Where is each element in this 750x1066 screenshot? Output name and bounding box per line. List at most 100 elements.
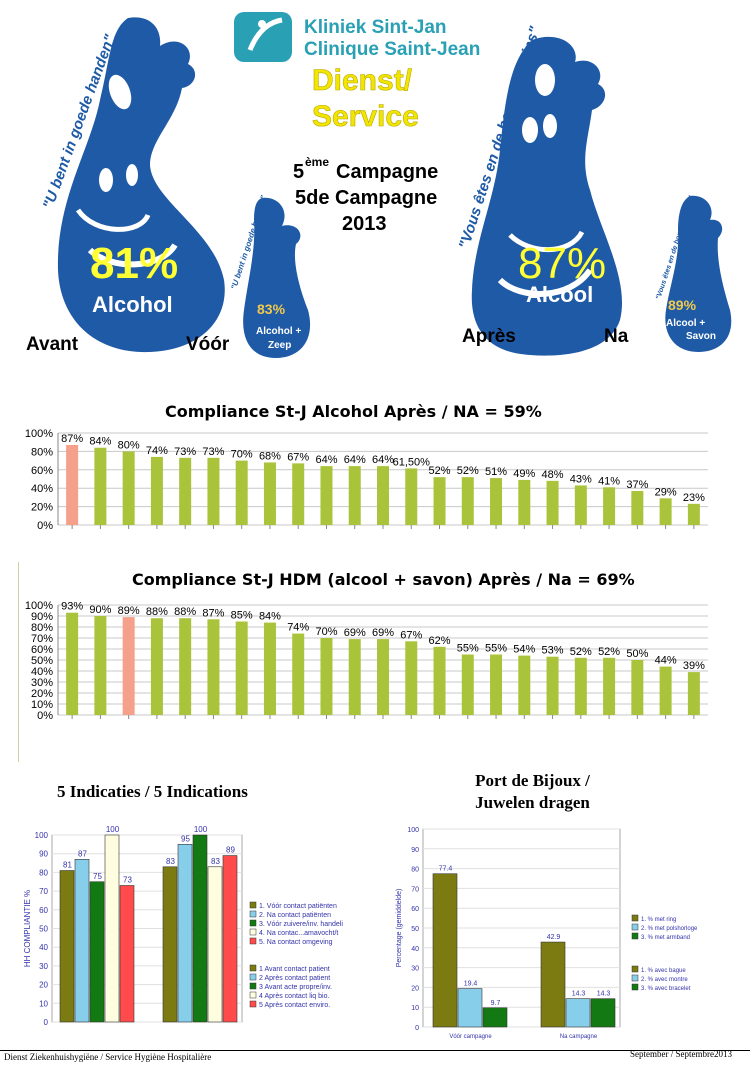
bar [377,639,389,715]
right-small-drop [665,195,732,352]
bar-value-label: 48% [542,469,564,481]
bar-value-label: 69% [344,627,366,639]
logo-line2: Clinique Saint-Jean [304,39,480,60]
label-apres: Après [462,326,516,347]
bar [490,478,503,525]
footer-right: September / Septembre2013 [630,1049,732,1059]
y-tick-label: 10% [31,699,53,711]
label-avant: Avant [26,334,79,355]
y-tick-label: 0% [37,520,53,532]
bar-value-label: 55% [485,643,507,655]
bar-value-label: 100 [194,825,208,834]
bar-value-label: 61,50% [393,456,431,468]
bar [192,834,208,1023]
bar-value-label: 51% [485,466,507,478]
bar-value-label: 68% [259,450,281,462]
bar [518,655,531,715]
chart1-title: Compliance St-J Alcohol Après / NA = 59% [165,402,542,421]
bar [104,834,120,1023]
bar-value-label: 74% [146,445,168,457]
bar [179,457,192,525]
y-tick-label: 80 [39,868,48,877]
y-axis-label: HH COMPLIANTIE % [23,890,32,967]
bar [292,633,305,715]
y-tick-label: 60% [31,465,53,477]
y-tick-label: 40% [31,666,53,678]
y-tick-label: 70 [411,886,419,893]
right-small-label2: Savon [686,331,716,342]
bar-value-label: 29% [655,486,677,498]
bar [320,638,333,715]
bar-value-label: 42.9 [547,934,561,941]
legend-entry: 2. % met polshorloge [641,926,698,932]
bar [546,480,559,525]
legend-entry: 3. % met armband [641,935,690,941]
chart2-title: Compliance St-J HDM (alcool + savon) Apr… [132,570,635,589]
y-tick-label: 30 [39,962,48,971]
right-small-percent: 89% [668,297,697,313]
left-small-label1: Alcohol + [256,326,301,337]
bar [546,656,559,715]
bar-value-label: 73% [174,446,196,458]
bar-value-label: 83 [166,857,175,866]
legend-entry: 3. Vóór zuivere/inv. handeli [259,921,343,928]
bar [292,463,305,525]
legend-entry: 3. % avec bracelet [641,986,691,992]
bar-value-label: 95 [181,834,190,843]
legend-swatch [631,974,639,982]
bar-value-label: 14.3 [597,991,611,998]
x-category-label: Na campagne [560,1034,598,1040]
bar-value-label: 75 [93,872,102,881]
bar [457,988,483,1028]
right-small-label1: Alcool + [666,318,705,329]
chart4-jewelry: 0 10 20 30 40 50 60 70 80 90 100 Percentage (gemidd… [396,827,698,1040]
bar [94,616,107,715]
bar [405,641,418,715]
bar [207,866,223,1023]
y-tick-label: 0% [37,710,53,722]
bar [461,654,474,715]
bar-value-label: 100 [106,825,120,834]
bar [565,998,591,1028]
left-small-percent: 83% [257,301,286,317]
bar-value-label: 64% [372,454,394,466]
bar-value-label: 87 [78,849,87,858]
bar [235,621,248,715]
legend-swatch [631,965,639,973]
bar-value-label: 89% [118,605,140,617]
bar [603,487,616,525]
bar-value-label: 52% [598,646,620,658]
bar-value-label: 90% [89,604,111,616]
bar-value-label: 49% [513,468,535,480]
bar-value-label: 52% [429,465,451,477]
legend-swatch [249,928,257,936]
y-tick-label: 80% [31,622,53,634]
legend-swatch [249,1000,257,1008]
bar-value-label: 87% [61,433,83,445]
legend-entry: 2 Après contact patient [259,975,330,982]
y-tick-label: 100 [407,827,419,834]
bar [482,1007,508,1028]
y-tick-label: 100% [25,600,53,612]
infographic-top: "U bent in goede handen" 81% Alcohol "U … [26,12,732,358]
bar [235,460,248,525]
bar-value-label: 67% [287,451,309,463]
campaign-line2: 5de Campagne [295,187,437,209]
bar-value-label: 52% [457,465,479,477]
legend-entry: 1. % avec bague [641,968,686,974]
bar [179,618,192,715]
y-tick-label: 70 [39,887,48,896]
y-tick-label: 80 [411,867,419,874]
bar-value-label: 69% [372,627,394,639]
label-na: Na [604,326,629,347]
chart1-alcohol-compliance: 0% 20% 40% 60% 80% 100% 87% 84% 80% 74% 73% 73% 70% 6… [25,428,708,532]
dienst-line2: Service [312,100,419,133]
chart2-hdm-compliance: 0%10%20%30%40%50%60%70%80%90%100% 93% 90% 8… [25,600,708,722]
legend-swatch [631,983,639,991]
bar [659,498,672,525]
legend-entry: 1 Avant contact patient [259,966,330,973]
campaign-year: 2013 [342,213,387,235]
bar-value-label: 53% [542,645,564,657]
bar [433,477,446,525]
bar [122,617,135,715]
